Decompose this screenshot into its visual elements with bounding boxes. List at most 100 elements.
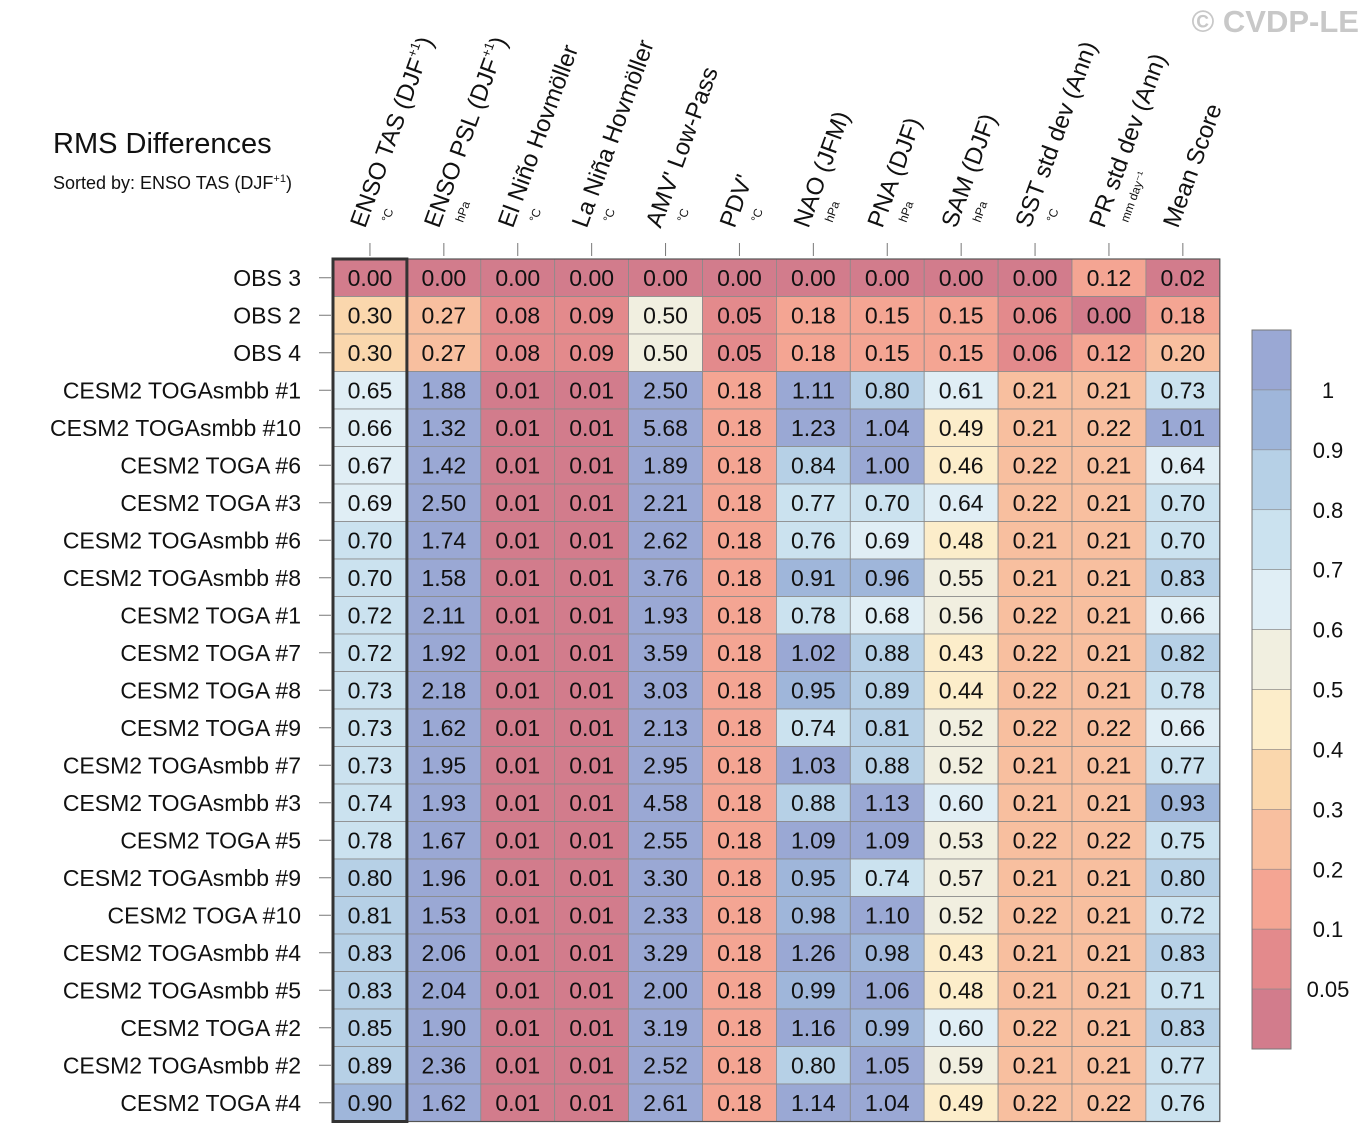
cell-value: 2.55 [643, 827, 688, 853]
cell-value: 0.53 [939, 827, 984, 853]
cell-value: 1.14 [791, 1090, 836, 1116]
cell-value: 0.21 [1087, 602, 1132, 628]
heatmap-cell [923, 896, 999, 935]
cell-value: 0.15 [865, 302, 910, 328]
heatmap-cell [997, 446, 1073, 485]
heatmap-cell [480, 558, 556, 597]
heatmap-cell [480, 746, 556, 785]
heatmap-cell [849, 483, 925, 522]
heatmap-cell [1145, 1008, 1221, 1047]
cell-value: 0.65 [348, 377, 393, 403]
cell-value: 0.00 [791, 265, 836, 291]
heatmap-cell [628, 1083, 703, 1122]
heatmap-cell [1071, 896, 1147, 935]
cell-value: 0.00 [643, 265, 688, 291]
heatmap-cell [1071, 821, 1147, 860]
cell-value: 0.99 [865, 1015, 910, 1041]
heatmap-cell [480, 671, 556, 710]
heatmap-cell [702, 971, 777, 1010]
heatmap-cell [554, 671, 630, 710]
cell-value: 0.06 [1013, 340, 1058, 366]
heatmap-cell [332, 896, 408, 935]
heatmap-cell [406, 933, 482, 972]
cell-value: 0.72 [348, 602, 393, 628]
row-label: CESM2 TOGAsmbb #1 [63, 377, 301, 403]
column-unit: hPa [822, 199, 843, 224]
cell-value: 0.22 [1013, 1015, 1058, 1041]
column-unit: °C [526, 206, 544, 224]
cell-value: 0.12 [1087, 265, 1132, 291]
cell-value: 0.20 [1160, 340, 1205, 366]
heatmap-cell [332, 1046, 408, 1085]
cell-value: 0.01 [569, 415, 614, 441]
cell-value: 0.01 [569, 565, 614, 591]
cell-value: 0.09 [569, 340, 614, 366]
heatmap-cell [997, 671, 1073, 710]
heatmap-cell [923, 258, 999, 297]
cell-value: 0.18 [717, 640, 762, 666]
cell-value: 0.18 [717, 1052, 762, 1078]
column-header: NAO (JFM) [789, 108, 856, 231]
cell-value: 0.69 [348, 490, 393, 516]
cell-value: 0.81 [865, 715, 910, 741]
row-label: CESM2 TOGA #10 [108, 902, 301, 928]
heatmap-cell [554, 821, 630, 860]
heatmap-cell [1071, 1008, 1147, 1047]
row-label: CESM2 TOGA #4 [120, 1090, 301, 1116]
cell-value: 2.50 [643, 377, 688, 403]
heatmap-cell [997, 971, 1073, 1010]
cell-value: 0.83 [348, 940, 393, 966]
heatmap-cell [997, 296, 1073, 335]
cell-value: 0.22 [1013, 452, 1058, 478]
heatmap-cell [628, 558, 703, 597]
column-header-label: La Niña Hovmöller [567, 36, 660, 231]
heatmap-cell [776, 746, 851, 785]
cell-value: 0.21 [1087, 452, 1132, 478]
cell-value: 0.18 [717, 452, 762, 478]
cell-value: 1.26 [791, 940, 836, 966]
cell-value: 2.62 [643, 527, 688, 553]
cell-value: 0.00 [1013, 265, 1058, 291]
cell-value: 0.18 [791, 302, 836, 328]
cell-value: 0.18 [717, 902, 762, 928]
heatmap-cell [776, 896, 851, 935]
cell-value: 1.06 [865, 977, 910, 1003]
cell-value: 0.84 [791, 452, 836, 478]
cell-value: 0.21 [1087, 1015, 1132, 1041]
cell-value: 0.22 [1013, 827, 1058, 853]
cell-value: 0.83 [1160, 565, 1205, 591]
heatmap-cell [628, 896, 703, 935]
row-label: CESM2 TOGA #3 [120, 490, 301, 516]
heatmap-cell [776, 483, 851, 522]
heatmap-cell [406, 446, 482, 485]
cell-value: 0.48 [939, 527, 984, 553]
column-header: AMV' Low-Pass [641, 63, 724, 231]
column-header-label: ENSO TAS (DJF [345, 55, 431, 231]
row-label: CESM2 TOGAsmbb #6 [63, 527, 301, 553]
cell-value: 0.01 [569, 452, 614, 478]
cell-value: 0.69 [865, 527, 910, 553]
heatmap-cell [480, 296, 556, 335]
heatmap-cell [1071, 1046, 1147, 1085]
cell-value: 0.01 [495, 940, 540, 966]
heatmap-cell [997, 1008, 1073, 1047]
cell-value: 1.01 [1160, 415, 1205, 441]
heatmap-cell [776, 933, 851, 972]
column-unit: °C [379, 206, 397, 224]
heatmap-cell [849, 633, 925, 672]
cell-value: 2.33 [643, 902, 688, 928]
cell-value: 1.93 [421, 790, 466, 816]
heatmap-cell [1145, 896, 1221, 935]
heatmap-cell [1145, 596, 1221, 635]
heatmap-cell [628, 783, 703, 822]
heatmap-cell [332, 971, 408, 1010]
heatmap-cell [997, 596, 1073, 635]
column-unit: °C [1044, 206, 1062, 224]
heatmap-cell [702, 1046, 777, 1085]
column-header-sup: +1 [404, 40, 423, 59]
cell-value: 0.70 [348, 527, 393, 553]
cell-value: 2.13 [643, 715, 688, 741]
cell-value: 0.74 [865, 865, 910, 891]
cell-value: 0.21 [1013, 865, 1058, 891]
row-label: OBS 3 [233, 265, 301, 291]
